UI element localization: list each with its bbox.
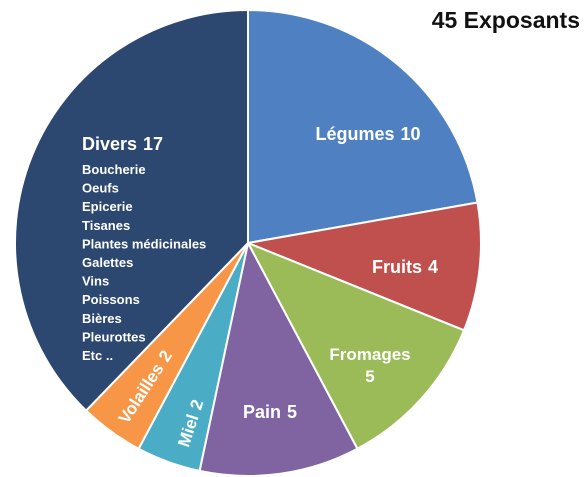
pie-slice bbox=[198, 240, 359, 477]
slice-value: 10 bbox=[401, 124, 421, 144]
divers-item: Pleurottes bbox=[82, 329, 146, 344]
divers-item: Bières bbox=[82, 311, 122, 326]
divers-item: Poissons bbox=[82, 292, 140, 307]
pie-slice bbox=[245, 241, 466, 451]
slice-value: 4 bbox=[428, 257, 438, 277]
slice-category: Pain bbox=[243, 402, 281, 422]
divers-item: Plantes médicinales bbox=[82, 236, 206, 251]
slice-label: Divers 17 bbox=[82, 134, 163, 154]
divers-item: Galettes bbox=[82, 255, 133, 270]
slice-value: 17 bbox=[143, 134, 163, 154]
slice-value: 5 bbox=[365, 367, 374, 386]
slice-label: Fromages 5 bbox=[329, 345, 410, 386]
slice-label: Fruits 4 bbox=[372, 257, 438, 277]
divers-item: Epicerie bbox=[82, 199, 133, 214]
slice-label: Pain 5 bbox=[243, 402, 297, 422]
chart-title: 45 Exposants bbox=[432, 7, 580, 33]
slice-category: Divers bbox=[82, 134, 137, 154]
divers-item: Etc .. bbox=[82, 348, 113, 363]
pie-slice bbox=[244, 201, 482, 332]
pie-slice bbox=[14, 8, 249, 413]
slice-value: 5 bbox=[287, 402, 297, 422]
pie-slice bbox=[247, 8, 479, 245]
slice-category: Fromages bbox=[329, 345, 410, 364]
divers-item: Boucherie bbox=[82, 162, 146, 177]
slice-category: Légumes bbox=[315, 124, 394, 144]
divers-item: Oeufs bbox=[82, 181, 119, 196]
slice-label: Légumes 10 bbox=[315, 124, 420, 144]
divers-item: Vins bbox=[82, 274, 109, 289]
divers-item: Tisanes bbox=[82, 218, 130, 233]
slice-category: Fruits bbox=[372, 257, 422, 277]
